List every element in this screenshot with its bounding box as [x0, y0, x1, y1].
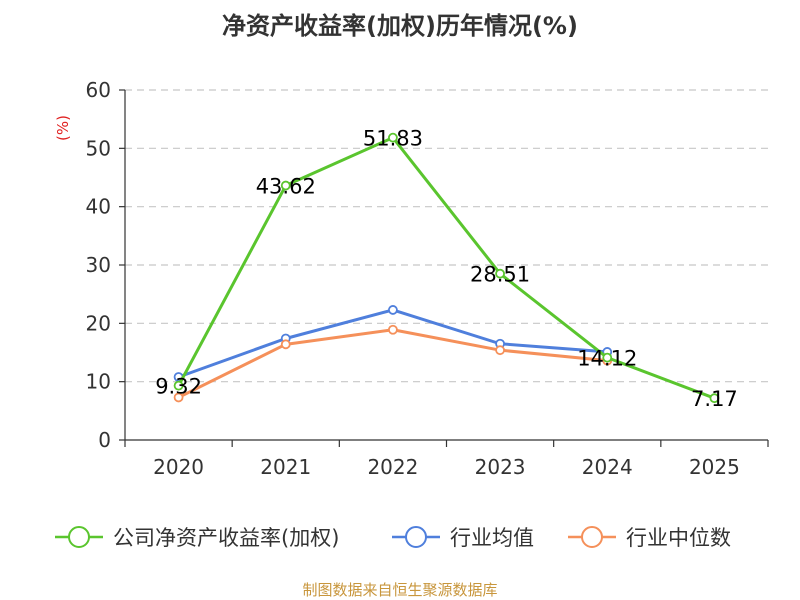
legend-circle-icon [405, 526, 427, 548]
y-tick-label-20: 20 [86, 311, 111, 335]
data-point-0-2024 [602, 352, 613, 363]
x-tick-label-2022: 2022 [367, 455, 418, 479]
legend-label: 行业中位数 [626, 526, 731, 550]
x-tick-label-2024: 2024 [582, 455, 633, 479]
data-label-2024: 14.12 [577, 347, 637, 371]
legend-item-0[interactable]: 公司净资产收益率(加权) [55, 526, 339, 550]
data-label-2023: 28.51 [470, 263, 530, 287]
data-source-note: 制图数据来自恒生聚源数据库 [302, 581, 498, 599]
data-point-2-2023 [495, 345, 505, 356]
legend-label: 行业均值 [450, 526, 534, 550]
legend-item-1[interactable]: 行业均值 [392, 526, 534, 550]
x-tick-label-2023: 2023 [475, 455, 526, 479]
legend-circle-icon [581, 526, 603, 548]
x-tick-label-2021: 2021 [260, 455, 311, 479]
data-label-2021: 43.62 [256, 175, 316, 199]
legend-label: 公司净资产收益率(加权) [113, 526, 339, 550]
data-label-2022: 51.83 [363, 127, 423, 151]
data-label-2025: 7.17 [691, 387, 738, 411]
y-tick-label-0: 0 [98, 428, 111, 452]
data-point-0-2023 [495, 268, 505, 279]
legend[interactable]: 公司净资产收益率(加权) 行业均值 行业中位数 [55, 526, 731, 550]
axes: 0 10 20 30 40 50 60 (%) 2020 2021 2022 2023 2024 2025 [54, 78, 769, 479]
data-labels: 9.32 43.62 51.83 28.51 14.12 7.17 [155, 127, 738, 412]
data-point-0-2022 [388, 132, 398, 143]
y-tick-label-10: 10 [86, 370, 111, 394]
x-tick-label-2025: 2025 [689, 455, 740, 479]
data-point-2-2020 [173, 392, 184, 403]
data-point-0-2020 [173, 380, 184, 391]
x-tick-label-2020: 2020 [153, 455, 204, 479]
data-point-0-2021 [280, 180, 291, 191]
legend-item-2[interactable]: 行业中位数 [568, 526, 731, 550]
chart-title: 净资产收益率(加权)历年情况(%) [222, 12, 578, 40]
legend-circle-icon [68, 526, 90, 548]
series-line-2 [177, 328, 608, 399]
data-label-2020: 9.32 [155, 375, 202, 399]
data-point-2-2022 [388, 324, 398, 335]
y-tick-label-50: 50 [86, 136, 111, 160]
y-axis-unit-label: (%) [54, 115, 72, 141]
y-tick-label-40: 40 [86, 195, 111, 219]
data-point-2-2021 [280, 339, 291, 350]
series-group [173, 132, 720, 404]
y-tick-label-30: 30 [86, 253, 111, 277]
series-line-0 [177, 136, 715, 400]
data-point-0-2025 [709, 393, 720, 404]
grid-lines [125, 89, 768, 383]
data-point-1-2022 [388, 305, 398, 315]
y-tick-label-60: 60 [86, 78, 111, 102]
